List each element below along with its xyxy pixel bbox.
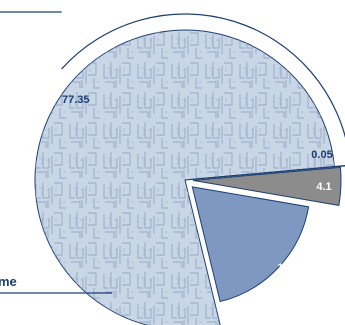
- outer-ring: [61, 13, 345, 139]
- pie-slice-4-1: [192, 166, 342, 206]
- pie-value-label: 4.1: [316, 181, 331, 193]
- legend-text: me: [0, 274, 17, 289]
- pie-slices: [34, 29, 345, 325]
- pie-value-label: 0.05: [311, 149, 332, 161]
- pie-slice-texture: [35, 30, 335, 325]
- pie-slice-18-5: [191, 186, 310, 303]
- pie-slice-0-05: [188, 164, 345, 181]
- pie-value-label: 18.5: [277, 262, 298, 274]
- pie-value-labels: 77.35 0.05 4.1 18.5: [62, 94, 333, 274]
- pie-value-label: 77.35: [62, 94, 90, 106]
